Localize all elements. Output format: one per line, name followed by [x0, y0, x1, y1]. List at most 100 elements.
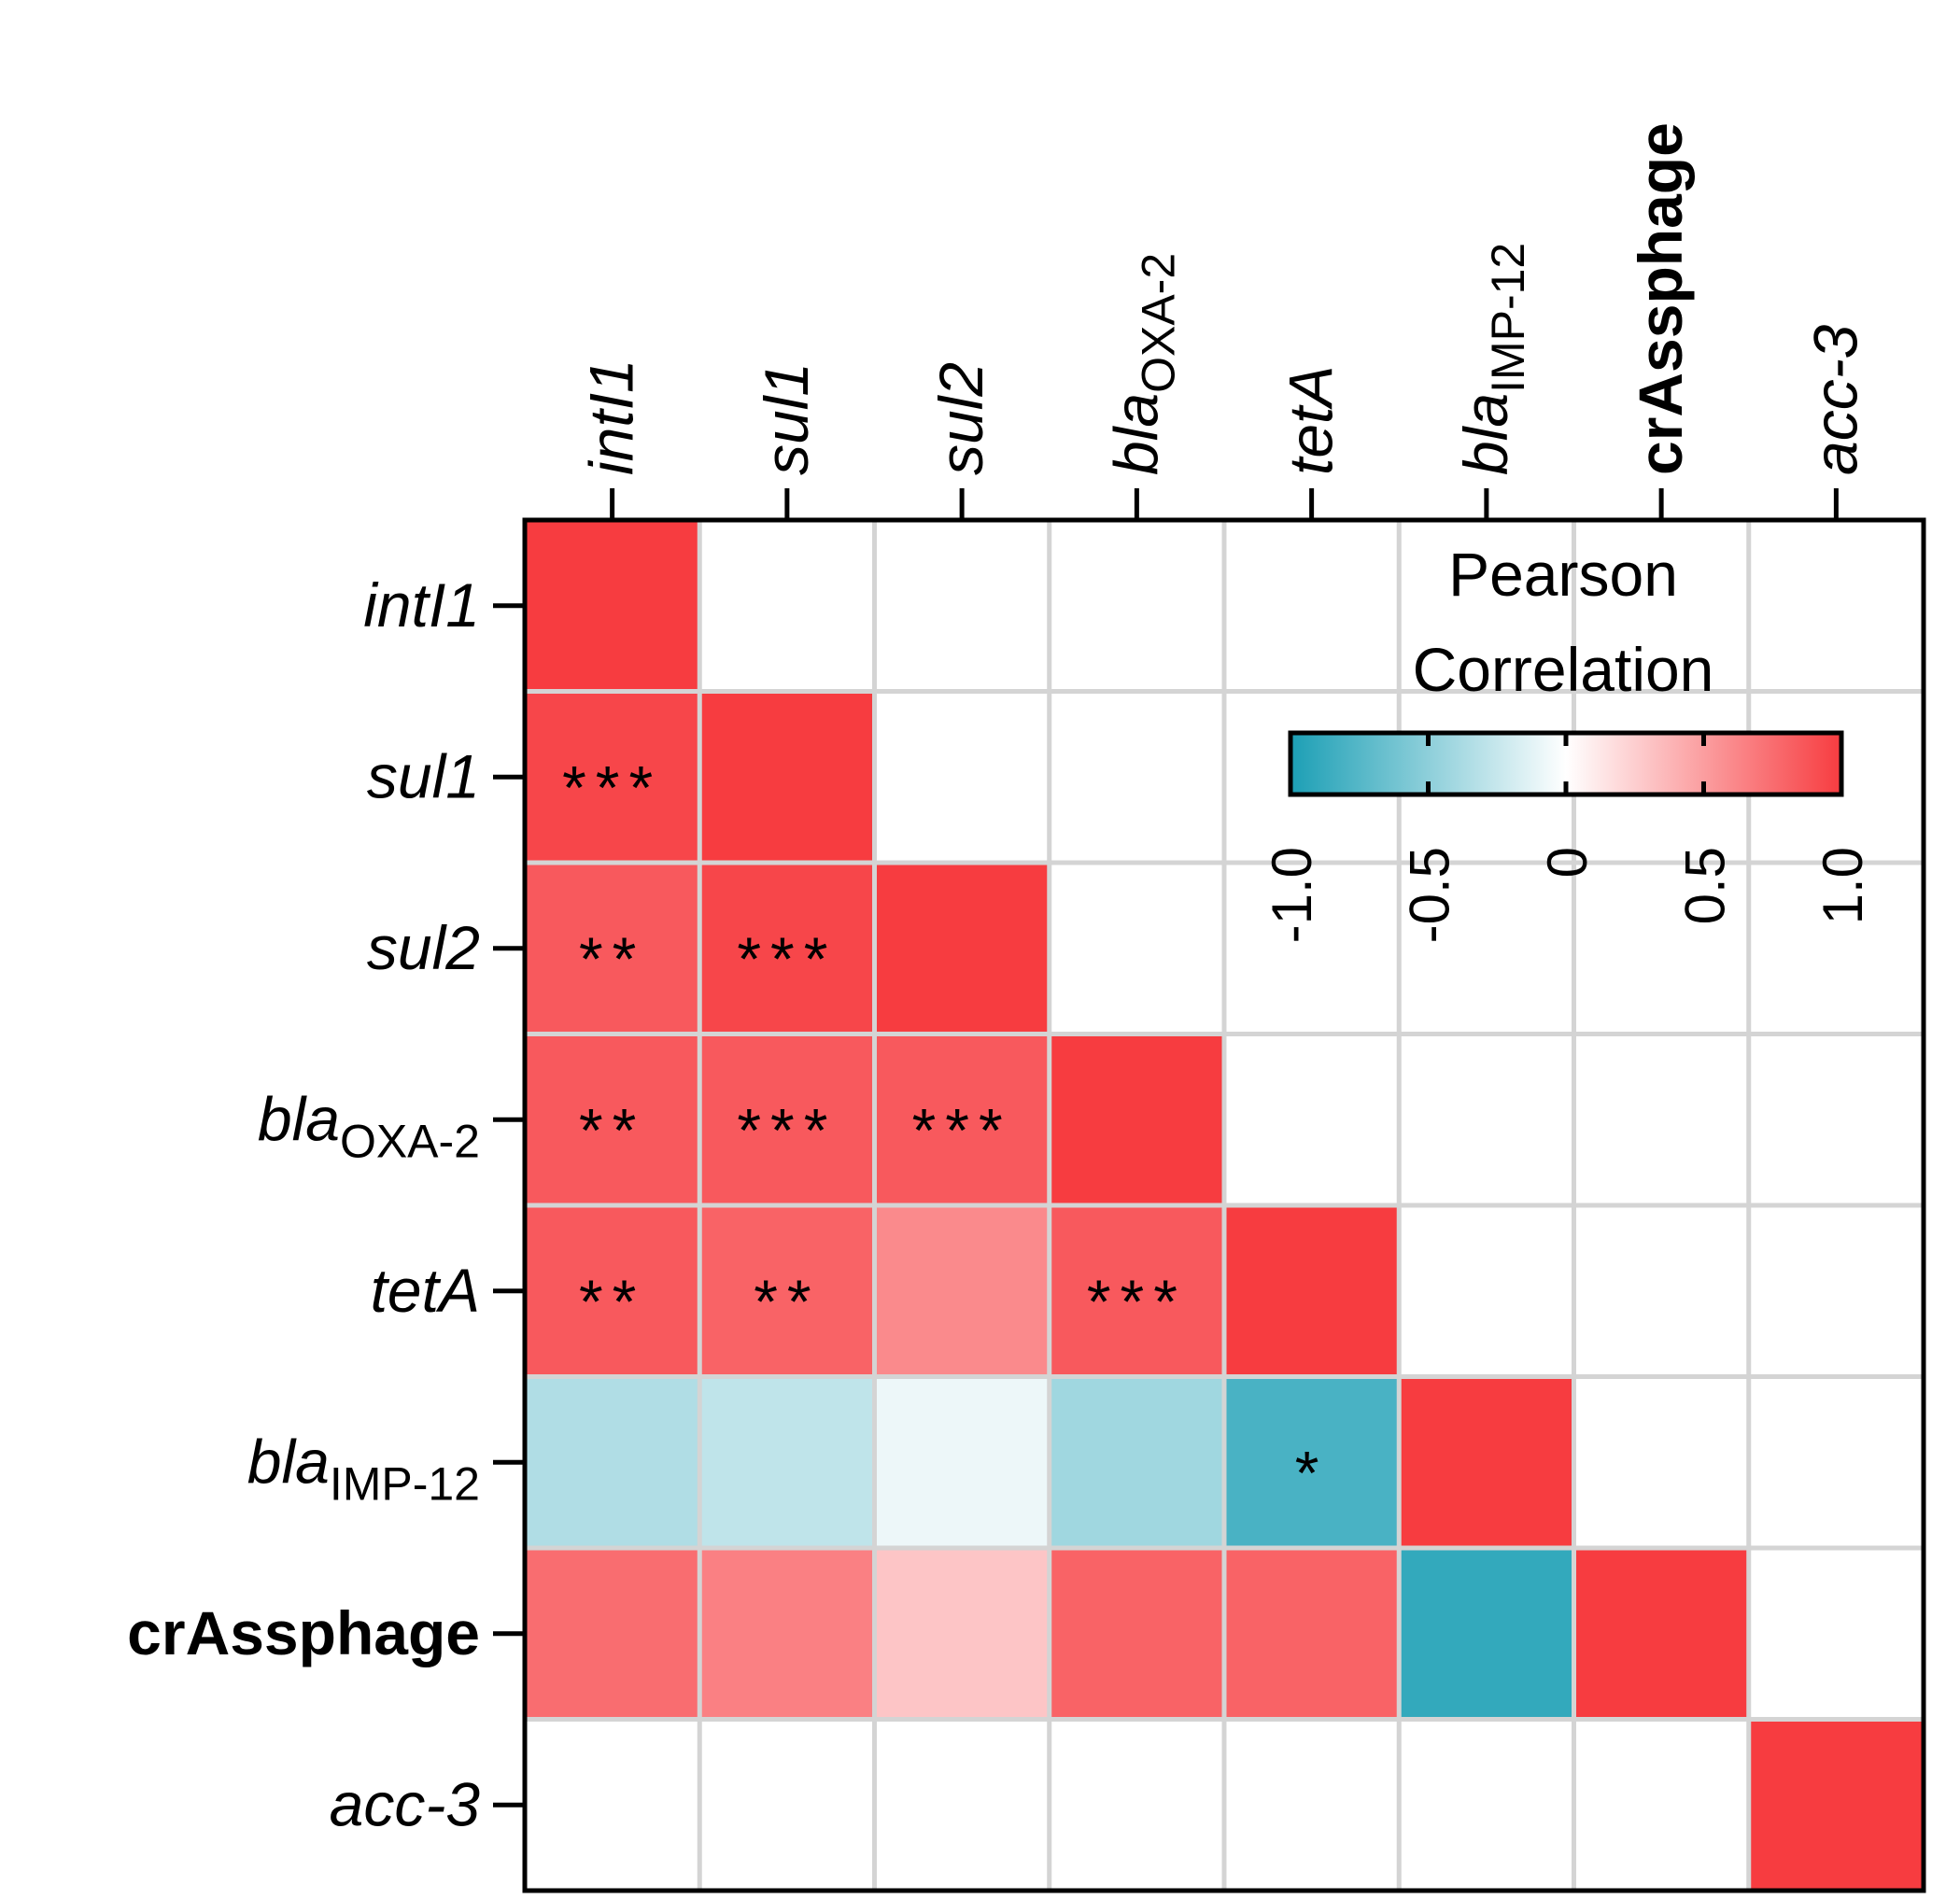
y-axis-label: blaOXA-2 [258, 1084, 480, 1167]
x-axis-label: sul1 [752, 362, 821, 475]
heatmap-cell [1399, 520, 1574, 692]
heatmap-cell [874, 1034, 1050, 1205]
x-axis-label: intI1 [577, 359, 646, 475]
significance-mark: *** [1087, 1267, 1187, 1336]
heatmap-cell [1049, 863, 1224, 1034]
heatmap-cell [1573, 1719, 1749, 1891]
heatmap-cell [1399, 1034, 1574, 1205]
y-axis-label: tetA [371, 1256, 480, 1325]
colorbar-tick-label: -0.5 [1399, 847, 1461, 943]
heatmap-cell [1748, 1376, 1924, 1548]
label-base: sul2 [926, 362, 995, 475]
label-base: acc-3 [330, 1769, 481, 1838]
heatmap-cell [1049, 1376, 1224, 1548]
label-base: bla [247, 1427, 330, 1496]
y-axis-label: blaIMP-12 [247, 1427, 480, 1510]
grid-lines [525, 520, 1924, 1891]
heatmap-cell [874, 691, 1050, 863]
heatmap-cell [1049, 1034, 1224, 1205]
heatmap-cell [525, 520, 700, 692]
label-base: tetA [371, 1256, 480, 1325]
heatmap-cell [525, 1548, 700, 1720]
significance-mark: * [1295, 1438, 1329, 1507]
heatmap-cell [525, 1205, 700, 1377]
color-legend: Pearson Correlation -1.0 -0.5 0 0.5 1.0 [1261, 540, 1874, 943]
x-axis-label: acc-3 [1800, 324, 1869, 475]
heatmap-cell [874, 1548, 1050, 1720]
x-axis-label: blaOXA-2 [1101, 253, 1184, 475]
heatmap-cell [1399, 1376, 1574, 1548]
heatmap-cell [1224, 520, 1400, 692]
label-subscript: OXA-2 [340, 1115, 480, 1167]
label-base: acc-3 [1800, 324, 1869, 475]
label-subscript: IMP-12 [330, 1457, 480, 1510]
x-axis-label: blaIMP-12 [1451, 243, 1534, 475]
y-axis-label: crAssphage [127, 1598, 480, 1667]
heatmap-cell [1573, 863, 1749, 1034]
heatmap-cell [699, 863, 875, 1034]
y-axis-label: sul1 [367, 741, 480, 810]
significance-mark: *** [912, 1095, 1012, 1164]
colorbar-tick-label: -1.0 [1261, 847, 1323, 943]
heatmap-cell [1573, 1548, 1749, 1720]
heatmap-cell [1224, 1376, 1400, 1548]
label-base: intI1 [363, 570, 480, 640]
label-base: crAssphage [1626, 122, 1695, 475]
label-base: sul1 [752, 362, 821, 475]
colorbar-tick-label: 0.5 [1674, 847, 1737, 924]
axis-ticks [493, 488, 1839, 1808]
heatmap-cell [525, 1719, 700, 1891]
colorbar-ticks: -1.0 -0.5 0 0.5 1.0 [1261, 733, 1874, 943]
legend-title-line1: Pearson [1448, 540, 1678, 609]
label-base: bla [1451, 393, 1520, 475]
heatmap-cell [699, 1548, 875, 1720]
heatmap-cell [1224, 1548, 1400, 1720]
significance-mark: ** [754, 1267, 820, 1336]
heatmap-cell [1573, 1376, 1749, 1548]
heatmap-cell [874, 1205, 1050, 1377]
label-base: tetA [1276, 366, 1346, 475]
label-base: crAssphage [127, 1598, 480, 1667]
heatmap-cell [1573, 1205, 1749, 1377]
y-axis-label: sul2 [367, 913, 480, 982]
heatmap-cell [1399, 863, 1574, 1034]
heatmap-cell [525, 691, 700, 863]
heatmap-cells [525, 520, 1924, 1891]
significance-mark: ** [579, 1267, 645, 1336]
legend-title-line2: Correlation [1413, 635, 1714, 704]
label-base: intI1 [577, 359, 646, 475]
label-base: sul2 [367, 913, 480, 982]
heatmap-cell [1224, 863, 1400, 1034]
heatmap-cell [1748, 863, 1924, 1034]
label-base: bla [1101, 393, 1170, 475]
significance-marks: ***** ***** *** ***** ** **** [562, 753, 1329, 1507]
heatmap-cell [1049, 520, 1224, 692]
heatmap-cell [874, 520, 1050, 692]
heatmap-cell [699, 1034, 875, 1205]
heatmap-cell [1748, 520, 1924, 692]
label-subscript: OXA-2 [1132, 253, 1184, 393]
heatmap-cell [1399, 1719, 1574, 1891]
heatmap-cell [699, 1719, 875, 1891]
heatmap-cell [1573, 1034, 1749, 1205]
y-axis-labels: intI1sul1sul2blaOXA-2tetAblaIMP-12crAssp… [127, 570, 480, 1839]
colorbar-tick-label: 1.0 [1812, 847, 1874, 924]
heatmap-cell [1748, 1719, 1924, 1891]
y-axis-label: intI1 [363, 570, 480, 640]
heatmap-cell [699, 691, 875, 863]
heatmap-cell [874, 1719, 1050, 1891]
significance-mark: *** [562, 753, 662, 822]
heatmap-cell [1748, 1034, 1924, 1205]
heatmap-cell [874, 863, 1050, 1034]
heatmap-cell [1573, 520, 1749, 692]
heatmap-cell [525, 1376, 700, 1548]
significance-mark: ** [579, 1095, 645, 1164]
heatmap-cell [699, 1205, 875, 1377]
significance-mark: *** [737, 924, 837, 993]
significance-mark: *** [737, 1095, 837, 1164]
heatmap-cell [699, 1376, 875, 1548]
x-axis-label: sul2 [926, 362, 995, 475]
heatmap-cell [1049, 691, 1224, 863]
